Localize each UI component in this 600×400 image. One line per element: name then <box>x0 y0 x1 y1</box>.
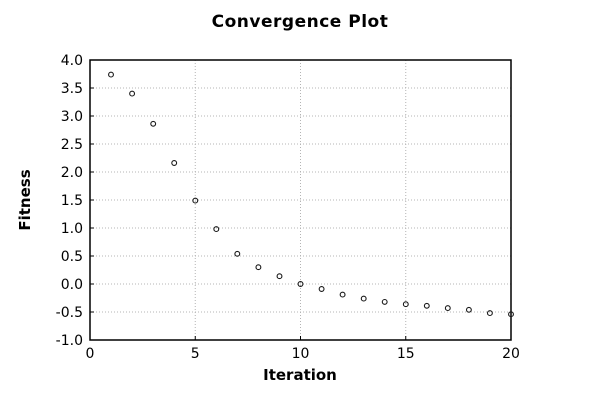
y-tick-label: 1.0 <box>61 221 83 237</box>
data-point <box>129 90 136 97</box>
y-tick-label: 0.5 <box>61 249 83 265</box>
data-point <box>444 305 451 312</box>
data-point <box>255 264 262 271</box>
chart-title: Convergence Plot <box>211 12 389 32</box>
data-point <box>508 311 514 318</box>
x-tick-label: 20 <box>502 346 520 362</box>
x-tick-label: 5 <box>191 346 200 362</box>
y-tick-label: -0.5 <box>56 305 83 321</box>
data-point <box>423 302 430 309</box>
y-tick-label: 3.0 <box>61 109 83 125</box>
data-point <box>213 226 220 233</box>
y-tick-label: 4.0 <box>61 53 83 69</box>
data-point <box>297 281 304 287</box>
data-point <box>318 286 325 292</box>
data-point <box>486 310 493 317</box>
x-axis-title: Iteration <box>263 366 337 384</box>
data-point <box>150 120 157 127</box>
x-tick-label: 10 <box>292 346 310 362</box>
plot-border <box>89 59 512 341</box>
y-tick-label: -1.0 <box>56 333 83 349</box>
data-point <box>171 160 178 166</box>
data-point <box>360 295 367 302</box>
data-point <box>234 250 241 257</box>
y-tick-label: 0.0 <box>61 277 83 293</box>
data-point <box>402 301 409 308</box>
data-point <box>381 298 388 305</box>
data-point <box>192 197 199 204</box>
y-tick-label: 1.5 <box>61 193 83 209</box>
y-tick-label: 2.0 <box>61 165 83 181</box>
x-tick-label: 15 <box>397 346 415 362</box>
y-tick-label: 3.5 <box>61 81 83 97</box>
y-tick-label: 2.5 <box>61 137 83 153</box>
data-point <box>339 291 346 298</box>
data-point <box>276 273 283 280</box>
data-point <box>465 306 472 313</box>
x-tick-label: 0 <box>86 346 95 362</box>
data-point <box>108 71 114 78</box>
